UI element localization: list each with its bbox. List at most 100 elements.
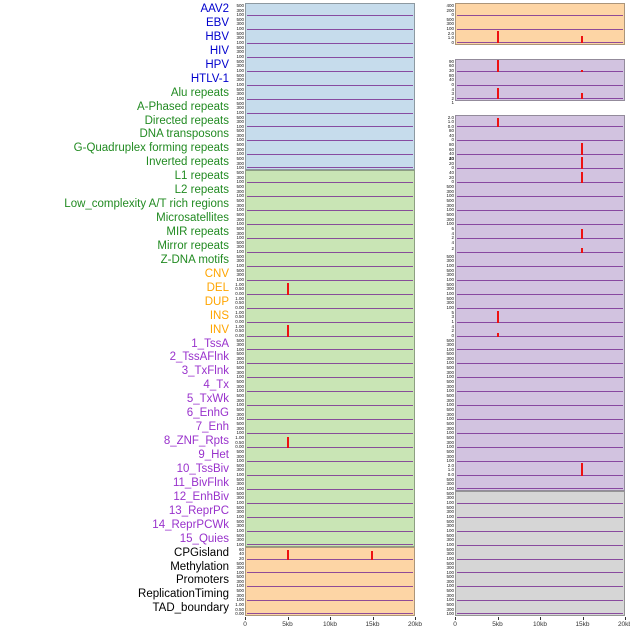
y-tick-label: 100	[446, 221, 454, 227]
y-tick-label: 500	[236, 86, 244, 92]
y-tick-label: 300	[236, 91, 244, 97]
y-tick-label: 500	[446, 351, 454, 357]
row-label: 13_ReprPC	[168, 504, 229, 517]
signal-baseline	[247, 377, 413, 379]
y-tick-label: 500	[236, 253, 244, 259]
y-tick-label: 2.0	[447, 30, 454, 36]
signal-baseline	[457, 251, 623, 253]
y-tick-label: 500	[236, 198, 244, 204]
row-label: HPV	[205, 58, 229, 71]
signal-baseline	[247, 516, 413, 518]
y-tick-label: 100	[236, 513, 244, 519]
left-track-panel	[245, 281, 415, 296]
y-axis-ticks: 500 300 100	[232, 254, 245, 268]
signal-baseline	[457, 182, 623, 184]
right-track-panel	[455, 184, 625, 199]
y-tick-label: 500	[236, 393, 244, 399]
y-tick-label: 0	[451, 165, 454, 171]
row-label: Alu repeats	[170, 86, 229, 99]
y-tick-label: 1.00	[235, 602, 244, 608]
signal-baseline	[247, 224, 413, 225]
y-axis-ticks: 500 300 100	[232, 379, 245, 393]
y-tick-label: 100	[236, 12, 244, 17]
y-tick-label: 500	[236, 114, 244, 120]
column-spacer	[415, 170, 442, 184]
left-track-panel	[245, 267, 415, 282]
right-track-panel	[455, 421, 625, 436]
right-track-panel	[455, 212, 625, 226]
y-tick-label: 100	[236, 109, 244, 115]
y-tick-label: 100	[236, 458, 244, 463]
y-axis-ticks: 500 300 100	[232, 198, 245, 212]
y-tick-label: 300	[446, 481, 454, 487]
row-label: Promoters	[175, 574, 229, 587]
signal-spike	[581, 229, 583, 239]
y-tick-label: 500	[236, 588, 244, 594]
y-axis-ticks: 500 300 100	[442, 505, 455, 519]
y-tick-label: 0.0	[447, 471, 454, 477]
left-track-panel	[245, 602, 415, 617]
track-row: A-Phased repeats 500 300 100	[0, 100, 630, 115]
left-track-panel	[245, 435, 415, 449]
column-spacer	[415, 463, 442, 477]
column-spacer	[415, 477, 442, 491]
right-track-panel	[455, 114, 625, 129]
row-label: 14_ReprPCWk	[152, 518, 229, 531]
y-tick-label: 300	[446, 258, 454, 264]
signal-baseline	[247, 196, 413, 198]
column-spacer	[415, 254, 442, 268]
y-tick-label: 40	[448, 170, 454, 176]
signal-baseline	[457, 28, 623, 30]
signal-baseline	[457, 377, 623, 379]
signal-baseline	[457, 516, 623, 518]
y-tick-label: 0.50	[235, 300, 244, 306]
right-track-panel	[455, 323, 625, 338]
right-track-panel	[455, 142, 625, 157]
right-track-panel	[455, 518, 625, 533]
y-tick-label: 80	[448, 142, 454, 148]
y-tick-label: 0.00	[235, 444, 244, 450]
y-tick-label: 300	[446, 216, 454, 222]
y-tick-label: 90	[448, 58, 454, 64]
y-tick-label: 0.50	[235, 286, 244, 292]
y-tick-label: 300	[446, 509, 454, 515]
right-track-panel	[455, 351, 625, 366]
y-tick-label: 1.0	[447, 119, 454, 124]
y-tick-label: 500	[236, 156, 244, 162]
y-tick-label: 100	[236, 346, 244, 352]
y-tick-label: 300	[236, 7, 244, 13]
y-tick-label: 300	[236, 49, 244, 55]
y-tick-label: 300	[236, 202, 244, 208]
signal-baseline	[247, 460, 413, 462]
signal-baseline	[457, 558, 623, 560]
y-tick-label: 300	[446, 202, 454, 208]
y-tick-label: 100	[446, 304, 454, 310]
signal-baseline	[457, 265, 623, 267]
y-tick-label: 0.00	[235, 290, 244, 296]
y-tick-label: 4	[451, 86, 454, 92]
y-tick-label: 500	[236, 407, 244, 413]
y-tick-label: 300	[236, 355, 244, 361]
y-tick-label: 300	[236, 509, 244, 515]
y-tick-label: 60	[238, 546, 244, 552]
y-tick-label: 100	[236, 276, 244, 282]
y-tick-label: 1	[451, 318, 454, 324]
y-tick-label: 1.00	[235, 309, 244, 315]
y-axis-ticks: 40 20 0	[442, 156, 455, 170]
left-track-panel	[245, 142, 415, 157]
y-tick-label: 300	[236, 230, 244, 236]
y-tick-label: 100	[446, 262, 454, 268]
track-row: L2 repeats 500 300 100 500 300 100	[0, 184, 630, 199]
y-tick-label: 400	[446, 3, 454, 8]
row-label: AAV2	[200, 3, 229, 15]
column-spacer	[415, 268, 442, 282]
x-tick-mark	[415, 617, 416, 620]
column-spacer	[415, 17, 442, 31]
signal-baseline	[247, 613, 413, 615]
y-tick-label: 300	[236, 369, 244, 375]
y-tick-label: 40	[448, 132, 454, 138]
signal-baseline	[457, 41, 623, 43]
y-tick-label: 500	[446, 212, 454, 218]
y-axis-ticks: 500 300 100	[442, 268, 455, 282]
